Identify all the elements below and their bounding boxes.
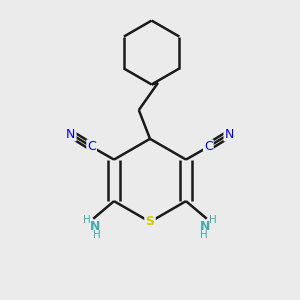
- Text: N: N: [200, 220, 210, 233]
- Text: H: H: [83, 215, 91, 225]
- Text: C: C: [204, 140, 213, 153]
- Text: C: C: [87, 140, 96, 153]
- Text: N: N: [224, 128, 234, 140]
- Text: H: H: [209, 215, 217, 225]
- Text: H: H: [200, 230, 207, 240]
- Text: H: H: [93, 230, 100, 240]
- Text: S: S: [146, 215, 154, 228]
- Text: N: N: [90, 220, 100, 233]
- Text: N: N: [66, 128, 76, 140]
